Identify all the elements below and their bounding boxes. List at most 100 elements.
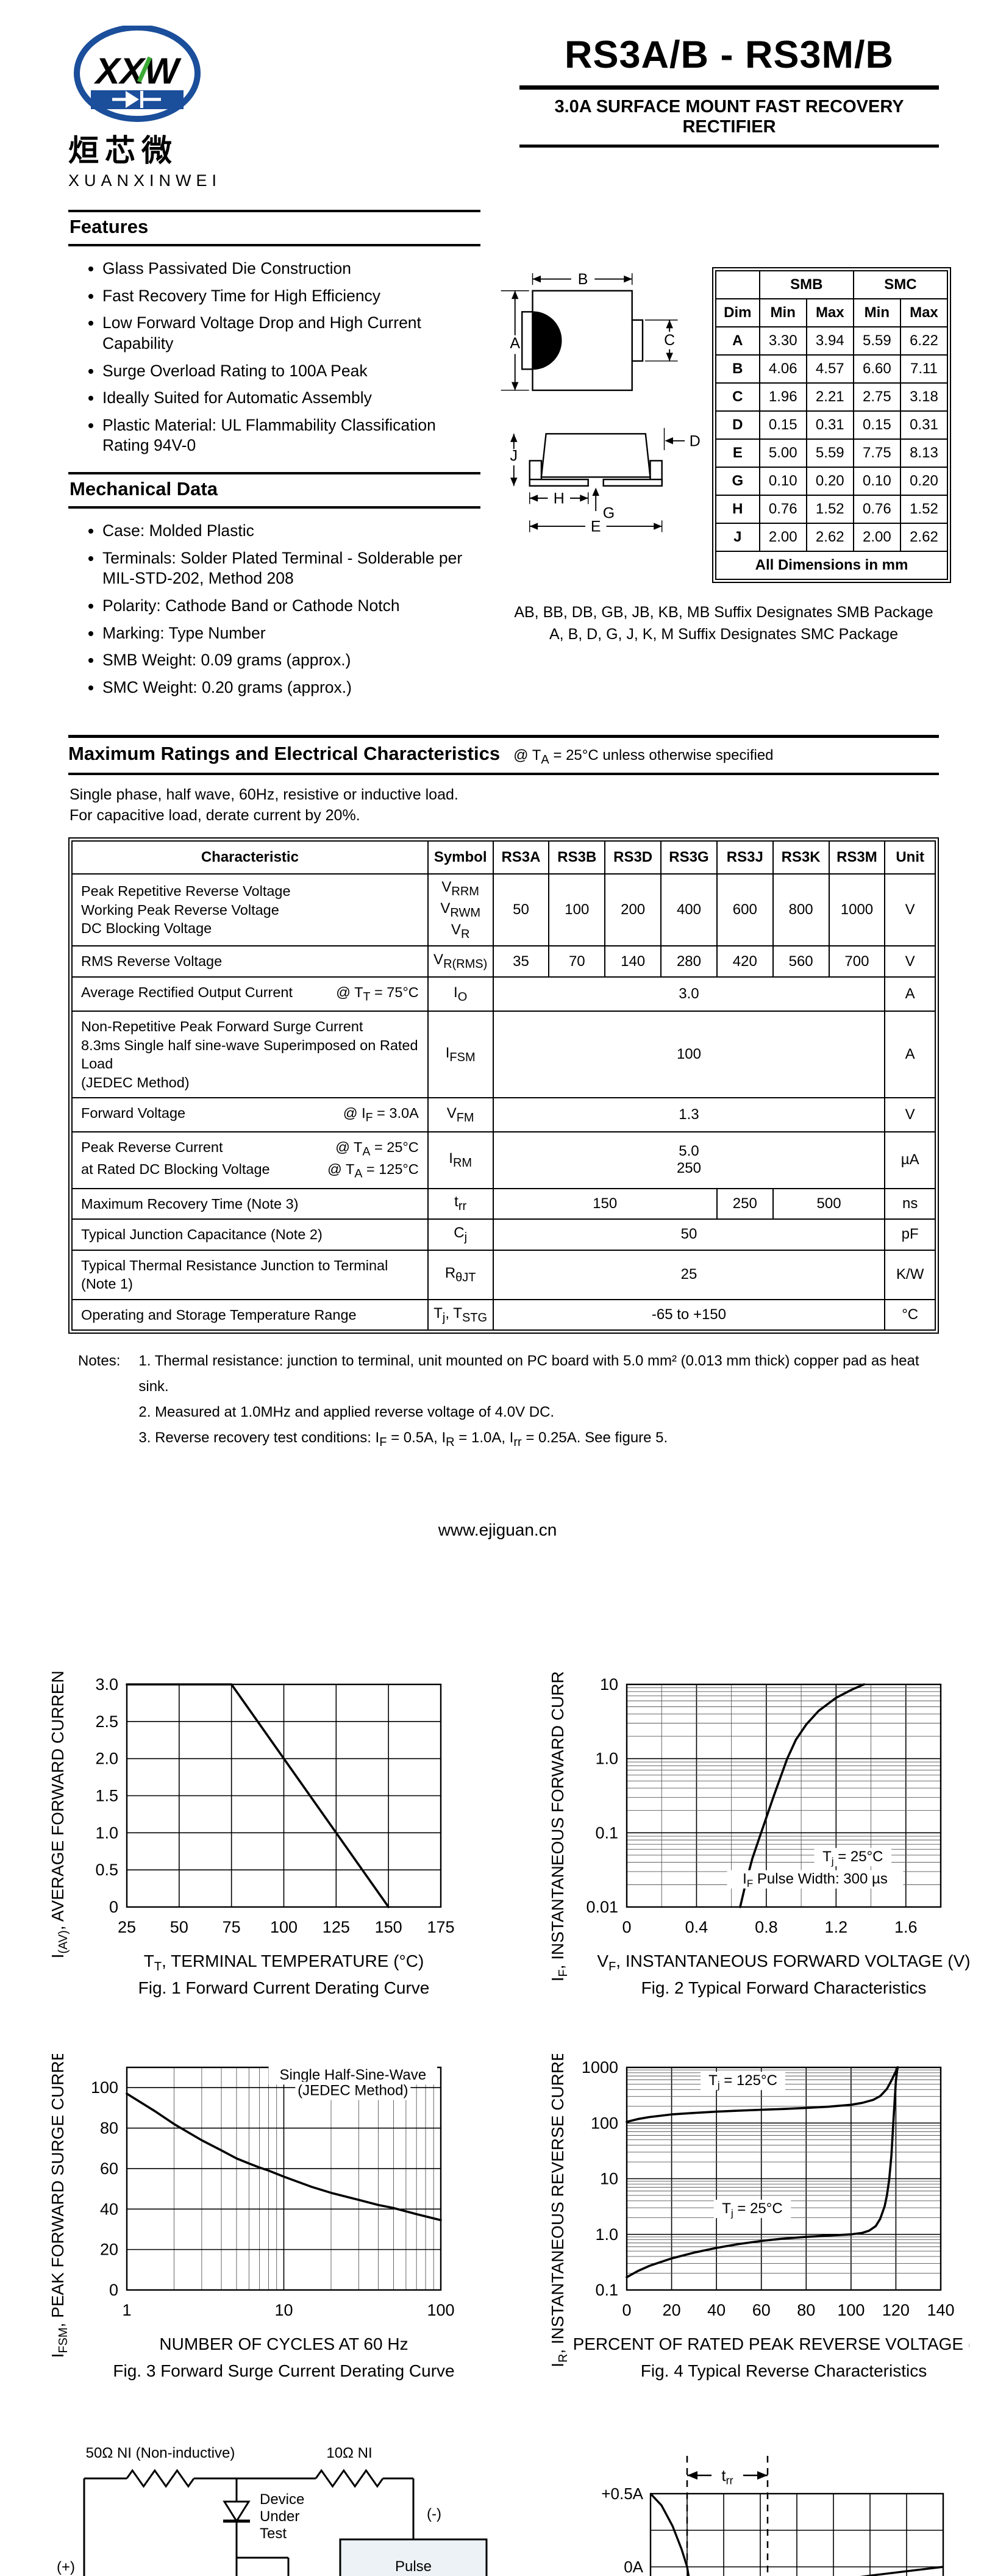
dim-value: 4.57 <box>805 354 854 384</box>
svg-text:80: 80 <box>797 2301 815 2319</box>
svg-text:PERCENT OF RATED PEAK REVERSE: PERCENT OF RATED PEAK REVERSE VOLTAGE (%… <box>573 2334 969 2353</box>
svg-text:100: 100 <box>91 2078 118 2097</box>
svg-text:Tj = 25°C: Tj = 25°C <box>722 2200 782 2219</box>
dim-label-b: B <box>578 271 588 288</box>
svg-text:100: 100 <box>591 2114 618 2132</box>
ratings-condition: @ TA = 25°C unless otherwise specified <box>513 746 774 767</box>
svg-text:1.5: 1.5 <box>95 1787 118 1805</box>
svg-text:120: 120 <box>882 2301 910 2319</box>
logo-diode-icon <box>126 91 139 108</box>
svg-text:IFSM, PEAK FORWARD SURGE CURRE: IFSM, PEAK FORWARD SURGE CURRENT (A) <box>48 2054 70 2358</box>
value-cell: 700 <box>828 945 886 978</box>
ratings-col-header: Characteristic <box>71 840 429 875</box>
symbol-cell: VRRM VRWM VR <box>427 873 494 947</box>
package-top-view-diagram: B A C <box>501 271 678 392</box>
dim-row: J 2.00 2.62 2.00 2.62 <box>715 523 949 552</box>
cathode-band-icon <box>532 311 562 370</box>
svg-text:IF, INSTANTANEOUS FORWARD CURR: IF, INSTANTANEOUS FORWARD CURRENT (A) <box>548 1671 570 1981</box>
unit-cell: ns <box>884 1187 936 1220</box>
dim-row: B 4.06 4.57 6.60 7.11 <box>715 354 949 384</box>
feature-item: Glass Passivated Die Construction <box>102 259 480 279</box>
notes-label: Notes: <box>78 1353 121 1370</box>
dim-label-j: J <box>510 447 518 464</box>
feature-item: Ideally Suited for Automatic Assembly <box>102 388 480 409</box>
dim-blank-cell <box>715 270 760 299</box>
mechanical-list: Case: Molded Plastic Terminals: Solder Pl… <box>68 521 480 698</box>
svg-text:NUMBER OF CYCLES AT 60 Hz: NUMBER OF CYCLES AT 60 Hz <box>159 2334 408 2353</box>
dim-value: 2.00 <box>852 523 901 552</box>
package-row: B A C <box>496 267 951 583</box>
svg-text:0.01: 0.01 <box>586 1898 618 1916</box>
mechanical-section: Mechanical Data Case: Molded Plastic Term… <box>68 472 480 698</box>
svg-text:0: 0 <box>109 1898 118 1916</box>
title-rule <box>519 85 939 90</box>
ratings-row: Forward Voltage @ IF = 3.0A VFM 1.3 V <box>71 1097 936 1133</box>
dim-letter: A <box>715 326 760 356</box>
svg-text:I(AV), AVERAGE FORWARD CURRENT: I(AV), AVERAGE FORWARD CURRENT (A) <box>48 1671 70 1958</box>
package-column: B A C <box>496 206 951 714</box>
dim-row: A 3.30 3.94 5.59 6.22 <box>715 326 949 356</box>
characteristic-cell: Maximum Recovery Time (Note 3) <box>71 1187 429 1220</box>
fig3-svg: 1 10 100 0 20 40 60 80 100 Single Half-Sine-Wave(… <box>48 2000 455 2380</box>
charts-grid: 25 50 75 100 125 150 175 0 0.5 1.0 1.5 2.0 2.5 3.0 TT,… <box>0 1610 995 2402</box>
company-logo: XXW 烜芯微 XUANXINWEI <box>68 24 251 190</box>
svg-text:0: 0 <box>622 2301 631 2319</box>
svg-text:Tj = 125°C: Tj = 125°C <box>708 2072 777 2091</box>
ratings-row: Non-Repetitive Peak Forward Surge Curren… <box>71 1010 936 1099</box>
svg-text:0: 0 <box>622 1918 631 1936</box>
features-heading: Features <box>68 212 480 246</box>
dim-value: 4.06 <box>758 354 807 384</box>
svg-text:60: 60 <box>100 2159 118 2178</box>
dimension-table: SMB SMC Dim Min Max Min Max A 3.30 3.94 5.59 6.22 B 4… <box>715 270 949 580</box>
dim-label-d: D <box>690 432 701 449</box>
dimension-table-wrap: SMB SMC Dim Min Max Min Max A 3.30 3.94 5.59 6.22 B 4… <box>712 267 951 583</box>
dim-value: 8.13 <box>899 438 949 468</box>
left-column: Features Glass Passivated Die Constructi… <box>68 206 480 714</box>
dim-value: 0.10 <box>758 467 807 496</box>
dim-letter: H <box>715 495 760 524</box>
dim-value: 3.30 <box>758 326 807 356</box>
dim-value: 2.62 <box>805 523 854 552</box>
dim-value: 5.59 <box>852 326 901 356</box>
svg-text:1.0: 1.0 <box>95 1823 118 1842</box>
dim-value: 3.18 <box>899 382 949 412</box>
svg-text:Pulse: Pulse <box>395 2558 432 2575</box>
svg-text:100: 100 <box>270 1918 298 1936</box>
dim-row: D 0.15 0.31 0.15 0.31 <box>715 410 949 440</box>
dim-value: 0.20 <box>805 467 854 496</box>
value-cell: 5.0 250 <box>492 1131 886 1189</box>
fig4-typical-reverse-characteristics-chart: 0 20 40 60 80 100 120 140 0.1 1.0 10 100 1000 Tj = 12… <box>535 1990 994 2402</box>
svg-text:1.2: 1.2 <box>825 1918 848 1936</box>
value-cell: 280 <box>660 945 718 978</box>
logo-chinese-name: 烜芯微 <box>68 134 178 168</box>
dim-row: G 0.10 0.20 0.10 0.20 <box>715 467 949 496</box>
dim-value: 2.00 <box>758 523 807 552</box>
value-cell: 140 <box>604 945 662 978</box>
dim-value: 0.76 <box>852 495 901 524</box>
dim-value: 1.52 <box>899 495 949 524</box>
svg-text:1.6: 1.6 <box>894 1918 918 1936</box>
fig1-grid <box>126 1684 441 1908</box>
dim-value: 2.21 <box>805 382 854 412</box>
dim-letter: B <box>715 354 760 384</box>
value-cell: 100 <box>492 1010 886 1099</box>
symbol-cell: IFSM <box>427 1010 494 1099</box>
ratings-col-header: RS3K <box>772 840 830 875</box>
device-description: 3.0A SURFACE MOUNT FAST RECOVERY RECTIFI… <box>554 97 904 137</box>
dim-col-header: Max <box>805 298 854 327</box>
notes-items: 1. Thermal resistance: junction to termi… <box>138 1348 939 1453</box>
fig2-series-25C <box>739 1683 865 1908</box>
dim-label-h: H <box>554 490 565 507</box>
dim-value: 7.75 <box>852 438 901 468</box>
svg-text:80: 80 <box>100 2119 118 2138</box>
symbol-cell: trr <box>427 1187 494 1220</box>
title-block: RS3A/B - RS3M/B 3.0A SURFACE MOUNT FAST … <box>519 26 939 190</box>
unit-cell: µA <box>884 1131 936 1189</box>
website-link-mid[interactable]: www.ejiguan.cn <box>438 1520 557 1540</box>
dim-value: 7.11 <box>899 354 949 384</box>
unit-cell: A <box>884 1010 936 1099</box>
svg-text:Test: Test <box>260 2525 287 2542</box>
ratings-col-header: RS3M <box>828 840 886 875</box>
ratings-row: Operating and Storage Temperature Range T… <box>71 1298 936 1331</box>
